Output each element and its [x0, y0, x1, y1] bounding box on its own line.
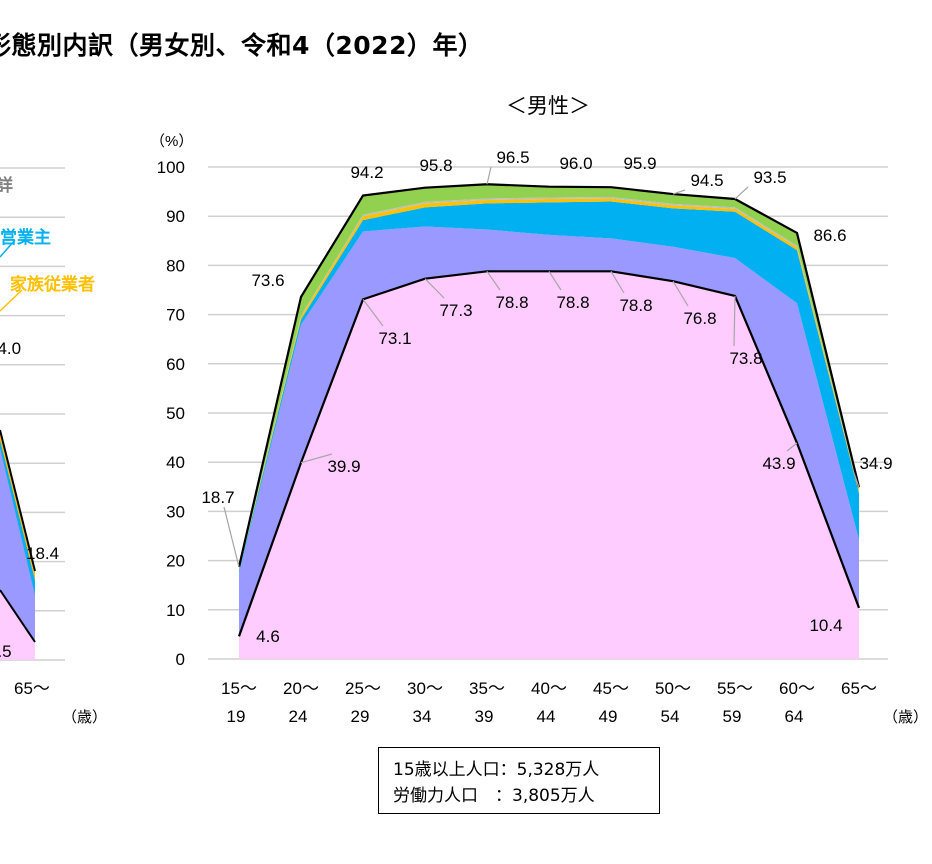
- x-tick-label: 49: [599, 707, 618, 726]
- total-line: [237, 183, 861, 568]
- legend-leader-line: [0, 239, 16, 258]
- x-tick-label: 20〜: [283, 679, 319, 698]
- leader-line: [486, 166, 492, 185]
- total-data-label: 93.5: [753, 168, 786, 187]
- x-tick-label: 19: [227, 707, 246, 726]
- x-tick-label: 65〜: [841, 679, 877, 698]
- population-info-box: 15歳以上人口：5,328万人 労働力人口 ：3,805万人: [378, 747, 660, 814]
- bottom-data-label: 43.9: [762, 454, 795, 473]
- x-tick-label: 40〜: [531, 679, 567, 698]
- leader-line: [672, 280, 689, 307]
- area-layers: [239, 184, 859, 659]
- leader-line: [610, 270, 625, 294]
- data-labels: 18.7 73.6 94.2 95.8 96.5 96.0 95.9 94.5 93.5 86.6…: [201, 148, 892, 646]
- x-tick-label: 64: [785, 707, 804, 726]
- total-data-label: 86.6: [813, 226, 846, 245]
- population-15-plus: 15歳以上人口：5,328万人: [393, 760, 600, 780]
- labor-force-population: 労働力人口 ：3,805万人: [393, 786, 595, 806]
- total-data-label: 95.9: [623, 154, 656, 173]
- leader-line: [734, 186, 749, 200]
- y-tick-label: 80: [166, 256, 185, 275]
- leader-line: [786, 442, 798, 452]
- left-area-layer: [0, 438, 35, 595]
- leader-line: [853, 472, 860, 488]
- axis-labels: 0 10 20 30 40 50 60 70 80 90 100 15〜 19 20〜 24 25〜 29 30〜…: [157, 158, 877, 726]
- leader-line: [300, 453, 333, 464]
- total-data-label: 94.2: [350, 163, 383, 182]
- x-tick-label: 44: [537, 707, 556, 726]
- total-data-label: 73.6: [251, 271, 284, 290]
- legend-label-self-employed: 営業主: [0, 227, 51, 247]
- y-tick-label: 70: [166, 306, 185, 325]
- left-data-label: 18.4: [26, 544, 59, 563]
- bottom-data-label: 78.8: [495, 293, 528, 312]
- x-tick-label: 25〜: [345, 679, 381, 698]
- left-data-label: 3.5: [0, 642, 12, 661]
- y-tick-label: 10: [166, 601, 185, 620]
- bottom-data-label: 78.8: [556, 293, 589, 312]
- bottom-data-label: 10.4: [809, 616, 842, 635]
- x-tick-label: 54: [661, 707, 680, 726]
- x-tick-label: 35〜: [469, 679, 505, 698]
- total-data-label: 18.7: [201, 488, 234, 507]
- bottom-data-label: 76.8: [683, 309, 716, 328]
- legend-label-family-worker: 家族従業者: [10, 274, 95, 294]
- left-total-line: [0, 429, 36, 572]
- x-tick-label: 30〜: [407, 679, 443, 698]
- x-tick-label: 55〜: [717, 679, 753, 698]
- area-layer: [239, 271, 859, 659]
- y-tick-label: 90: [166, 207, 185, 226]
- total-data-label: 34.9: [859, 454, 892, 473]
- leader-line: [362, 298, 384, 327]
- x-tick-label: 59: [723, 707, 742, 726]
- bottom-data-label: 73.8: [729, 349, 762, 368]
- y-tick-label: 30: [166, 502, 185, 521]
- legend-label-unknown: 詳: [0, 175, 13, 195]
- left-data-label: 54.0: [0, 339, 21, 358]
- leader-line: [223, 506, 240, 568]
- total-data-label: 95.8: [419, 156, 452, 175]
- leader-line: [548, 270, 562, 291]
- y-tick-label: 100: [157, 158, 185, 177]
- y-tick-label: 60: [166, 355, 185, 374]
- leader-line: [486, 270, 501, 291]
- left-bottom-line: [0, 589, 36, 643]
- leader-line: [424, 278, 445, 299]
- x-tick-label: 45〜: [593, 679, 629, 698]
- female-chart-fragment: [0, 167, 65, 661]
- x-axis-unit: （歳）: [883, 709, 928, 726]
- total-data-label: 96.5: [496, 148, 529, 167]
- x-tick-label: 15〜: [221, 679, 257, 698]
- page-title: 形態別内訳（男女別、令和4（2022）年）: [0, 31, 484, 60]
- bottom-data-label: 77.3: [439, 301, 472, 320]
- x-tick-label: 60〜: [779, 679, 815, 698]
- bottom-data-label: 78.8: [619, 296, 652, 315]
- bottom-data-label: 4.6: [256, 627, 280, 646]
- bottom-data-label: 39.9: [327, 457, 360, 476]
- total-data-label: 94.5: [690, 171, 723, 190]
- y-tick-label: 20: [166, 552, 185, 571]
- chart-subtitle: ＜男性＞: [506, 94, 590, 118]
- legend-leader-line: [0, 289, 23, 312]
- x-tick-label: 50〜: [655, 679, 691, 698]
- y-tick-label: 50: [166, 404, 185, 423]
- x-tick-label: 34: [413, 707, 432, 726]
- y-tick-label: 40: [166, 453, 185, 472]
- left-x-tick: 65〜: [14, 679, 50, 698]
- x-tick-label: 39: [475, 707, 494, 726]
- leader-lines: [223, 166, 860, 568]
- left-x-unit: （歳）: [62, 709, 107, 726]
- bottom-data-label: 73.1: [378, 329, 411, 348]
- y-tick-label: 0: [176, 650, 185, 669]
- leader-line: [672, 189, 686, 195]
- leader-line: [733, 295, 736, 347]
- total-data-label: 96.0: [559, 154, 592, 173]
- x-tick-label: 24: [289, 707, 308, 726]
- x-tick-label: 29: [351, 707, 370, 726]
- y-axis-unit: （%）: [150, 133, 193, 150]
